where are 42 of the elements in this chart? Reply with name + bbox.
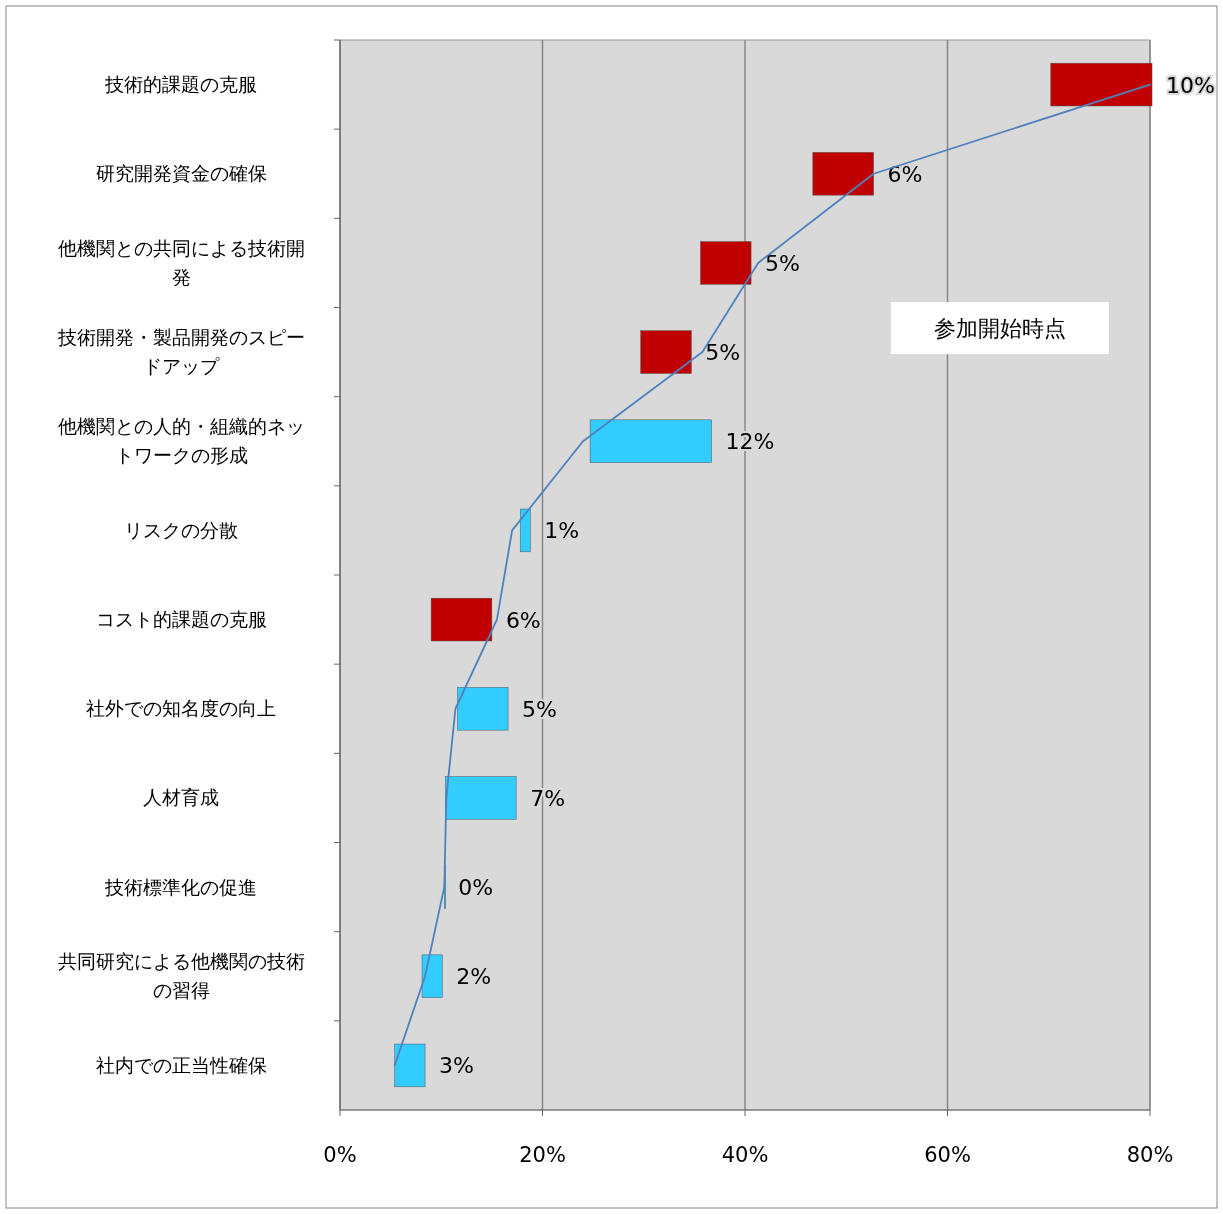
y-tick-label: 社内での正当性確保 (95, 1052, 267, 1078)
bar (445, 776, 517, 820)
y-tick-label: 技術開発・製品開発のスピードアップ (56, 325, 306, 380)
data-label: 5% (522, 696, 557, 722)
bar (457, 687, 509, 731)
y-tick-label: 他機関との共同による技術開発 (56, 235, 306, 290)
data-label: 1% (544, 518, 580, 544)
bar (519, 508, 531, 553)
y-tick-label: 共同研究による他機関の技術の習得 (56, 949, 306, 1004)
data-label: 3% (439, 1053, 474, 1079)
y-tick-label: 他機関との人的・組織的ネットワークの形成 (56, 414, 306, 469)
y-tick-label: 技術標準化の促進 (105, 874, 257, 900)
bar (640, 330, 692, 374)
y-tick-label: 社外での知名度の向上 (86, 696, 276, 722)
data-label: 5% (765, 250, 800, 276)
bar (421, 954, 443, 998)
data-label: 6% (505, 607, 541, 633)
bar (700, 241, 752, 285)
data-label: 12% (725, 429, 775, 455)
x-tick-label: 20% (519, 1143, 566, 1167)
bar (394, 1043, 426, 1088)
x-tick-label: 60% (924, 1143, 971, 1167)
x-tick-label: 80% (1126, 1143, 1174, 1167)
data-label: 0% (458, 875, 494, 901)
y-tick-label: 研究開発資金の確保 (95, 161, 267, 187)
bar (589, 419, 712, 463)
annotation: 参加開始時点 (890, 302, 1109, 355)
data-label: 7% (530, 785, 566, 811)
x-tick-label: 0% (323, 1143, 357, 1167)
annotation: 参加開始時点 (933, 316, 1066, 342)
y-tick-label: 人材育成 (143, 785, 219, 811)
data-label: 2% (456, 964, 492, 990)
data-label: 6% (887, 161, 923, 187)
bar (812, 152, 874, 196)
y-tick-label: 技術的課題の克服 (105, 72, 257, 98)
y-tick-label: コスト的課題の克服 (95, 607, 267, 633)
y-tick-label: リスクの分散 (124, 517, 238, 543)
bar (1050, 62, 1153, 107)
data-label: 5% (705, 340, 741, 366)
data-label: 10% (1166, 72, 1215, 98)
x-tick-label: 40% (721, 1143, 769, 1167)
bar (430, 597, 493, 642)
